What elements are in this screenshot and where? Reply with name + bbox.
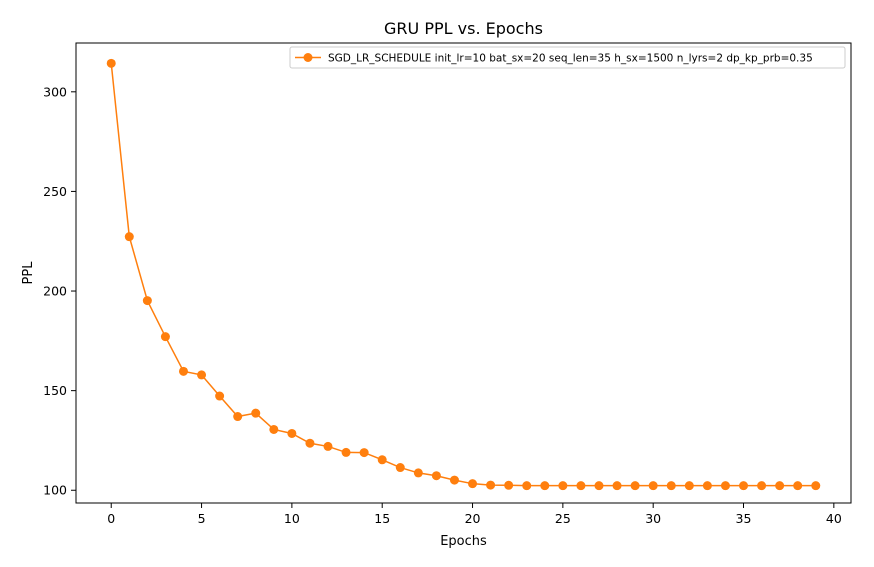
data-point (666, 481, 676, 491)
x-axis: 0 5 10 15 20 25 30 35 40 (107, 503, 842, 526)
plot-area (106, 58, 821, 491)
y-tick-label: 150 (43, 383, 67, 398)
data-point (341, 447, 351, 457)
data-point (323, 441, 333, 451)
x-axis-label: Epochs (440, 534, 487, 549)
data-point (468, 479, 478, 489)
series-line (110, 63, 816, 487)
x-tick-label: 20 (465, 511, 481, 526)
data-point (197, 370, 207, 380)
data-point (106, 58, 116, 68)
data-point (540, 481, 550, 491)
legend-series-label: SGD_LR_SCHEDULE init_lr=10 bat_sx=20 seq… (328, 53, 813, 65)
y-tick-label: 300 (43, 84, 67, 99)
y-tick-label: 200 (43, 284, 67, 299)
data-point (648, 481, 658, 491)
legend: SGD_LR_SCHEDULE init_lr=10 bat_sx=20 seq… (289, 46, 846, 69)
data-point (720, 481, 730, 491)
data-point (251, 408, 261, 418)
data-point (504, 480, 514, 490)
data-point (775, 481, 785, 491)
x-tick-label: 15 (374, 511, 390, 526)
data-point (684, 481, 694, 491)
axes-frame (75, 42, 852, 504)
data-point (178, 366, 188, 376)
data-point (558, 481, 568, 491)
data-point (431, 471, 441, 481)
data-point (287, 428, 297, 438)
data-point (486, 480, 496, 490)
data-point (449, 475, 459, 485)
legend-box (289, 46, 846, 69)
data-point (377, 455, 387, 465)
y-axis-label: PPL (21, 261, 36, 285)
data-point (702, 481, 712, 491)
data-point (793, 481, 803, 491)
data-point (630, 481, 640, 491)
data-point (522, 481, 532, 491)
data-point (612, 481, 622, 491)
data-point (160, 332, 170, 342)
x-tick-label: 35 (736, 511, 752, 526)
data-point (305, 438, 315, 448)
chart-title: GRU PPL vs. Epochs (384, 19, 543, 38)
x-tick-label: 5 (198, 511, 206, 526)
x-tick-label: 10 (284, 511, 300, 526)
y-axis: 100 150 200 250 300 (43, 84, 76, 498)
data-point (142, 296, 152, 306)
data-point (739, 481, 749, 491)
data-point (395, 463, 405, 473)
x-tick-label: 30 (645, 511, 661, 526)
data-point (413, 468, 423, 478)
x-tick-label: 40 (826, 511, 842, 526)
data-point (233, 412, 243, 422)
x-tick-label: 0 (107, 511, 115, 526)
data-point (359, 448, 369, 458)
data-point (215, 391, 225, 401)
data-point (576, 481, 586, 491)
x-tick-label: 25 (555, 511, 571, 526)
data-point (269, 424, 279, 434)
data-point (124, 232, 134, 242)
y-tick-label: 250 (43, 184, 67, 199)
legend-marker-swatch (303, 53, 313, 62)
data-point (811, 481, 821, 491)
y-tick-label: 100 (43, 483, 67, 498)
data-point (594, 481, 604, 491)
data-point (757, 481, 767, 491)
